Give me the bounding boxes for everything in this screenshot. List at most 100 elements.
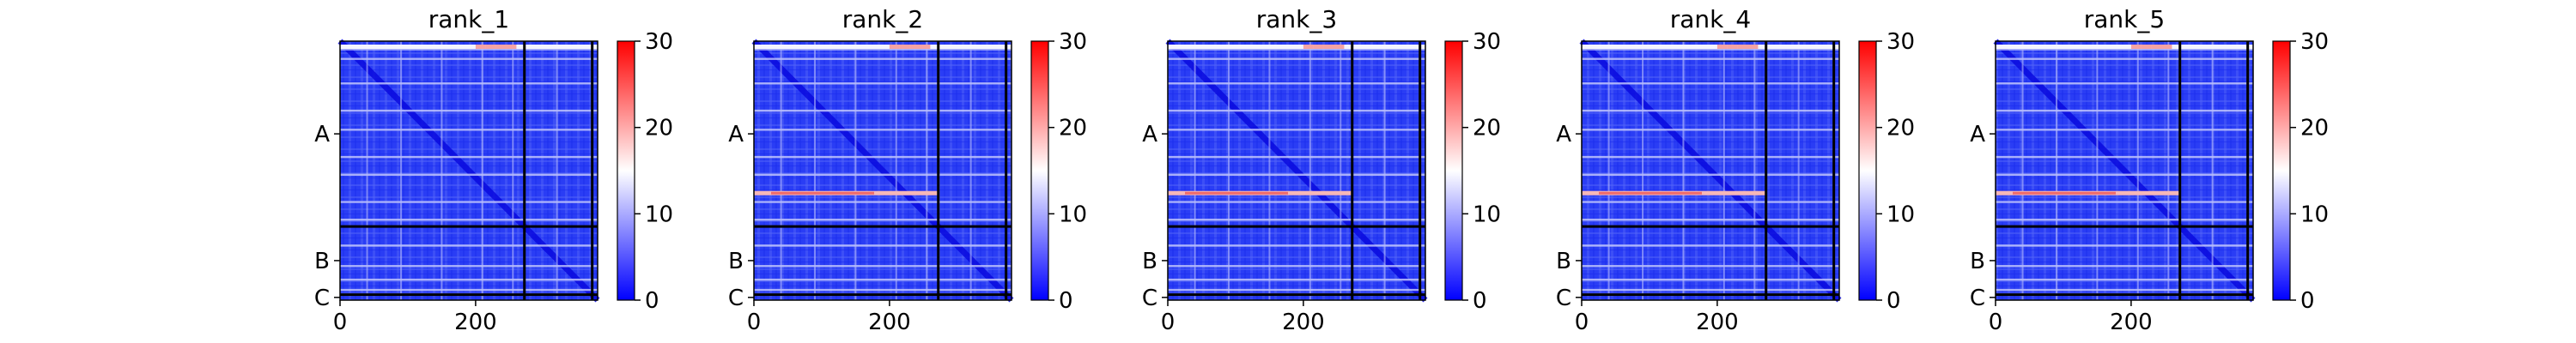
heatmap-row-stripe [1582, 57, 1839, 60]
y-tick-label: C [1970, 286, 1985, 311]
heatmap-row-stripe [1996, 219, 2253, 221]
x-tick-label: 200 [2110, 310, 2153, 335]
heatmap-col-stripe [1642, 41, 1644, 300]
heatmap-row-stripe [1168, 173, 1425, 176]
heatmap-row-stripe [1582, 219, 1839, 221]
heatmap-col-stripe [400, 41, 403, 300]
heatmap-col-stripe [2136, 41, 2139, 300]
colorbar-frame [1444, 40, 1463, 301]
heatmap-row-stripe [754, 57, 1012, 60]
colorbar [1031, 41, 1048, 300]
heatmap-frame [339, 40, 598, 301]
heatmap-top-row [340, 45, 598, 49]
heatmap-row-stripe [1996, 278, 2253, 281]
heatmap-row-stripe [340, 201, 598, 203]
panel-title: rank_3 [1256, 5, 1337, 33]
heatmap-top-row [1996, 45, 2253, 49]
heatmap-row-stripe [1996, 155, 2253, 159]
heatmap-top-row-spot [1323, 45, 1334, 49]
y-tick-label: B [314, 249, 330, 274]
heatmap-top-row-spot [1716, 45, 1728, 49]
colorbar-tick-label: 0 [1886, 288, 1901, 314]
heatmap-row-stripe [340, 265, 598, 268]
heatmap-row-stripe [1996, 129, 2253, 131]
heatmap-row-stripe [1168, 219, 1425, 221]
heatmap-col-stripe [440, 41, 443, 300]
heatmap-top-row [754, 45, 1012, 49]
heatmap-row-stripe [1168, 82, 1425, 85]
heatmap-top-row-spot [2130, 45, 2142, 49]
heatmap-row-stripe [340, 109, 598, 112]
colorbar-frame [617, 40, 635, 301]
heatmap-col-stripe [1194, 41, 1196, 300]
heatmap-col-stripe [1383, 41, 1386, 300]
heatmap-row-stripe [754, 82, 1012, 85]
heatmap-row-stripe [1168, 278, 1425, 281]
heatmap-col-stripe [1228, 41, 1230, 300]
heatmap-top-row-spot [475, 45, 486, 49]
y-tick-label: C [1556, 286, 1571, 311]
heatmap-col-stripe [1797, 41, 1800, 300]
heatmap-row-stripe [754, 265, 1012, 268]
heatmap-row-stripe [754, 244, 1012, 247]
heatmap-row-stripe [1996, 201, 2253, 203]
colorbar-tick-label: 30 [1059, 29, 1087, 55]
heatmap-row-stripe [1168, 48, 1425, 51]
heatmap-row-stripe [340, 82, 598, 85]
heatmap-row-stripe [1582, 278, 1839, 281]
colorbar-tick-label: 10 [2300, 202, 2329, 227]
heatmap-col-stripe [2096, 41, 2099, 300]
heatmap-col-stripe [780, 41, 782, 300]
heatmap-col-stripe [895, 41, 897, 300]
heatmap-top-row-spot [1334, 45, 1345, 49]
panel-title: rank_4 [1670, 5, 1751, 33]
heatmap-row-stripe [340, 48, 598, 51]
heatmap-top-row-spot [1303, 45, 1314, 49]
heatmap-col-stripe [512, 41, 514, 300]
y-tick-label: A [728, 122, 744, 147]
heatmap-col-stripe [1753, 41, 1756, 300]
heatmap-top-row-spot [899, 45, 910, 49]
heatmap-row-stripe [340, 219, 598, 221]
heatmap-col-stripe [2021, 41, 2024, 300]
colorbar-tick-label: 10 [1473, 202, 1501, 227]
heatmap-top-row-spot [1727, 45, 1738, 49]
heatmap-row-stripe [340, 173, 598, 176]
heatmap-row-stripe [340, 244, 598, 247]
panel-title: rank_2 [842, 5, 923, 33]
heatmap-col-stripe [814, 41, 817, 300]
colorbar-tick-label: 30 [1473, 29, 1501, 55]
heatmap-col-stripe [1340, 41, 1342, 300]
heatmap-row-stripe [1996, 244, 2253, 247]
colorbar-tick-label: 30 [1886, 29, 1915, 55]
heatmap-col-stripe [556, 41, 558, 300]
heatmap-row-stripe [754, 278, 1012, 281]
heatmap-col-stripe [1309, 41, 1311, 300]
heatmap-row-stripe [1168, 201, 1425, 203]
heatmap-row-stripe [340, 57, 598, 60]
heatmap-row-stripe [1582, 155, 1839, 159]
heatmap-row-stripe [1168, 288, 1425, 292]
y-tick-label: A [1970, 122, 1985, 147]
heatmap-high-error-core [1599, 191, 1702, 195]
heatmap-high-error-core [771, 191, 874, 195]
heatmap-row-stripe [1582, 48, 1839, 51]
colorbar-tick-label: 20 [1473, 116, 1501, 141]
y-tick-label: B [1142, 249, 1157, 274]
heatmap-top-row-spot [909, 45, 920, 49]
colorbar-tick-label: 10 [645, 202, 673, 227]
heatmap-col-stripe [2167, 41, 2170, 300]
heatmap-row-stripe [1168, 155, 1425, 159]
heatmap-row-stripe [1996, 265, 2253, 268]
heatmap-col-stripe [481, 41, 483, 300]
heatmap-row-stripe [1168, 57, 1425, 60]
colorbar-tick-label: 10 [1059, 202, 1087, 227]
y-tick-label: A [1556, 122, 1571, 147]
colorbar-frame [2272, 40, 2291, 301]
colorbar [617, 41, 635, 300]
